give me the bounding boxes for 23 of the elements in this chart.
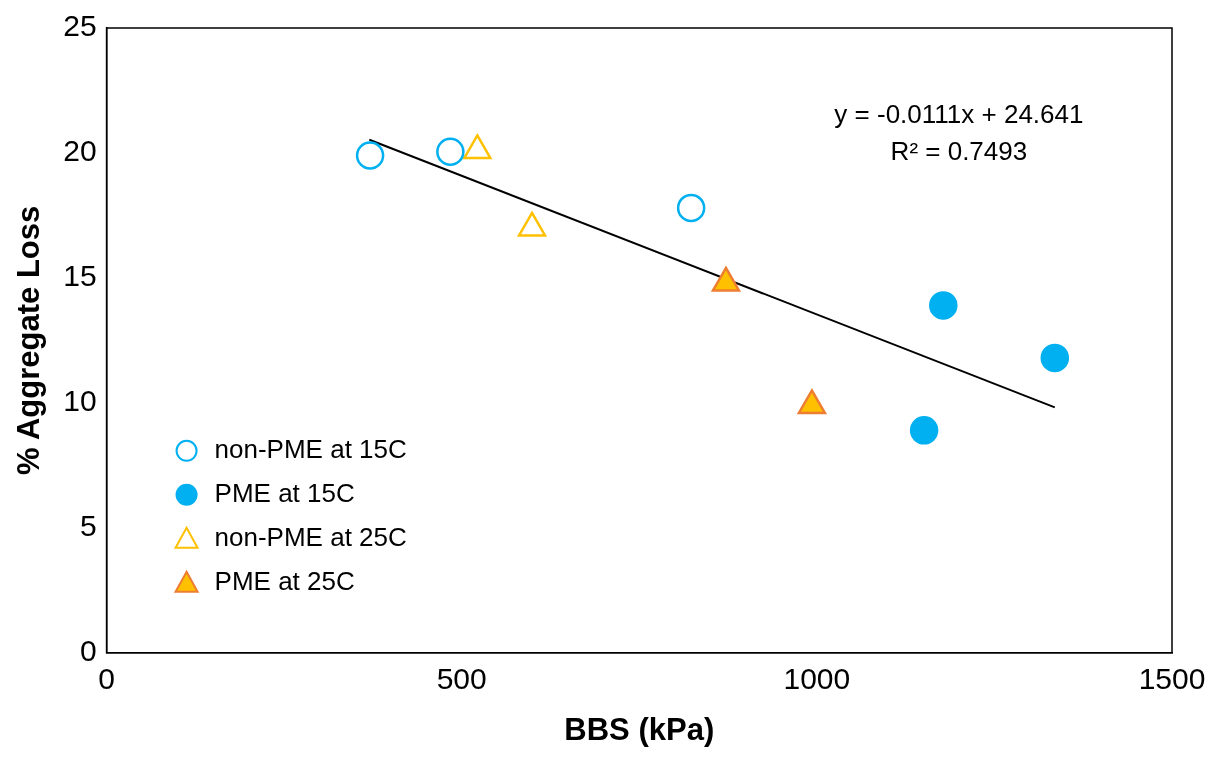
y-tick-label: 10 [63, 384, 97, 418]
legend-label: PME at 15C [214, 477, 355, 508]
annotation: y = -0.0111x + 24.641 [834, 99, 1084, 129]
point [909, 416, 939, 445]
legend-label: non-PME at 25C [214, 521, 407, 552]
y-tick-label: 0 [79, 634, 97, 668]
x-axis-title: BBS (kPa) [564, 711, 715, 747]
x-tick-label: 500 [436, 662, 487, 696]
point [1040, 343, 1070, 373]
legend-label: non-PME at 15C [214, 433, 407, 464]
x-tick-label: 1500 [1138, 662, 1206, 696]
point [929, 291, 958, 320]
y-axis-title: % Aggregate Loss [11, 205, 47, 476]
x-tick-label: 1000 [783, 662, 851, 696]
legend-label: PME at 25C [214, 565, 355, 596]
y-tick-label: 20 [63, 134, 97, 168]
point [676, 193, 706, 223]
y-tick-label: 15 [63, 259, 97, 293]
point [355, 141, 385, 170]
point [436, 137, 465, 166]
y-tick-label: 25 [63, 9, 97, 43]
y-tick-label: 5 [79, 509, 97, 543]
annotation: R² = 0.7493 [890, 136, 1028, 166]
